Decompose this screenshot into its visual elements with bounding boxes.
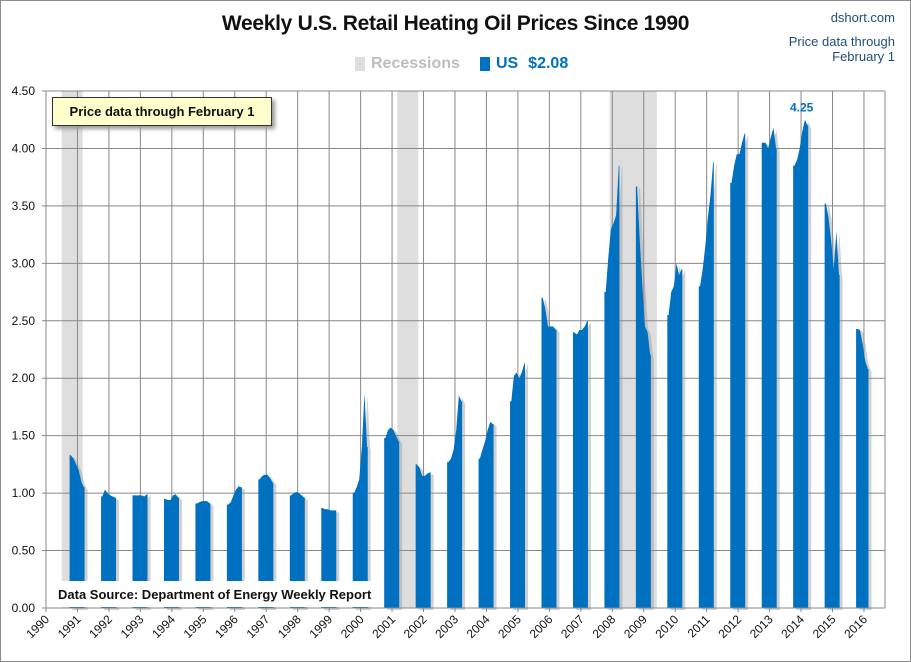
season-area (258, 474, 274, 608)
legend-series-swatch (479, 57, 490, 71)
season-area (415, 464, 431, 608)
x-tick-label: 2008 (590, 612, 619, 641)
season-area (163, 494, 179, 608)
x-tick-label: 2001 (369, 612, 398, 641)
y-tick-label: 1.50 (12, 429, 36, 443)
x-tick-label: 2015 (810, 612, 839, 641)
season-area (730, 133, 746, 608)
x-tick-label: 2005 (495, 612, 524, 641)
y-tick-label: 1.00 (12, 486, 36, 500)
season-area (226, 486, 242, 608)
chart-title: Weekly U.S. Retail Heating Oil Prices Si… (221, 12, 690, 35)
x-tick-label: 1999 (306, 612, 335, 641)
x-tick-label: 2004 (464, 612, 493, 641)
axes (42, 90, 885, 612)
y-tick-label: 0.50 (12, 544, 36, 558)
legend: Recessions US $2.08 (355, 55, 568, 73)
x-tick-label: 1994 (149, 612, 178, 641)
season-area (352, 393, 368, 608)
y-tick-label: 4.50 (12, 84, 36, 98)
x-tick-label: 1992 (86, 612, 115, 641)
x-tick-label: 2013 (747, 612, 776, 641)
season-area (478, 421, 494, 608)
season-area (132, 494, 148, 608)
season-area (101, 489, 117, 608)
season-area (698, 162, 714, 608)
x-tick-label: 2016 (841, 612, 870, 641)
y-tick-label: 2.50 (12, 314, 36, 328)
legend-latest-value: $2.08 (528, 55, 569, 72)
x-tick-label: 1995 (181, 612, 210, 641)
x-tick-label: 2010 (653, 612, 682, 641)
x-tick-label: 1990 (23, 612, 52, 641)
season-area (604, 165, 620, 608)
x-tick-label: 2011 (685, 612, 713, 640)
x-tick-label: 2007 (558, 612, 587, 641)
brand-label: dshort.com (830, 10, 895, 25)
x-tick-label: 2006 (527, 612, 556, 641)
season-area (541, 297, 557, 608)
y-tick-label: 0.00 (12, 601, 36, 615)
x-tick-labels: 1990 1991 1992 1993 1994 1995 1996 1997 1998 1999… (23, 612, 870, 641)
season-area (384, 427, 400, 608)
season-area (635, 186, 651, 608)
price-note: Price data through February 1 (788, 34, 895, 64)
season-area (572, 320, 588, 608)
x-tick-label: 2012 (715, 612, 744, 641)
x-tick-label: 2009 (621, 612, 650, 641)
season-area (761, 127, 777, 609)
y-tick-label: 4.00 (12, 141, 36, 155)
series-areas (69, 119, 872, 610)
y-tick-labels: 0.00 0.50 1.00 1.50 2.00 2.50 3.00 3.50 4.00 4.50 (12, 84, 36, 615)
x-tick-label: 2003 (432, 612, 461, 641)
x-tick-label: 2002 (401, 612, 430, 641)
annotation-box: Price data through February 1 (52, 97, 272, 126)
x-tick-label: 2014 (778, 612, 807, 641)
season-area (856, 328, 869, 608)
season-area (667, 263, 683, 608)
season-area (793, 119, 809, 608)
data-source: Data Source: Department of Energy Weekly… (55, 581, 378, 607)
x-tick-label: 1996 (212, 612, 241, 641)
season-area (824, 203, 840, 608)
x-tick-label: 1998 (275, 612, 304, 641)
x-tick-label: 2000 (338, 612, 367, 641)
peak-label: 4.25 (790, 101, 814, 115)
season-area (69, 455, 85, 608)
season-area (447, 395, 463, 608)
x-tick-label: 1991 (55, 612, 84, 641)
y-tick-label: 3.00 (12, 256, 36, 270)
y-tick-label: 3.50 (12, 199, 36, 213)
legend-recessions: Recessions (371, 55, 460, 72)
x-tick-label: 1997 (244, 612, 273, 641)
legend-recession-swatch (355, 57, 365, 71)
recession-band (397, 91, 419, 608)
y-tick-label: 2.00 (12, 371, 36, 385)
x-tick-label: 1993 (118, 612, 147, 641)
season-area (289, 491, 305, 608)
legend-series: US (495, 55, 519, 72)
season-area (510, 363, 526, 608)
